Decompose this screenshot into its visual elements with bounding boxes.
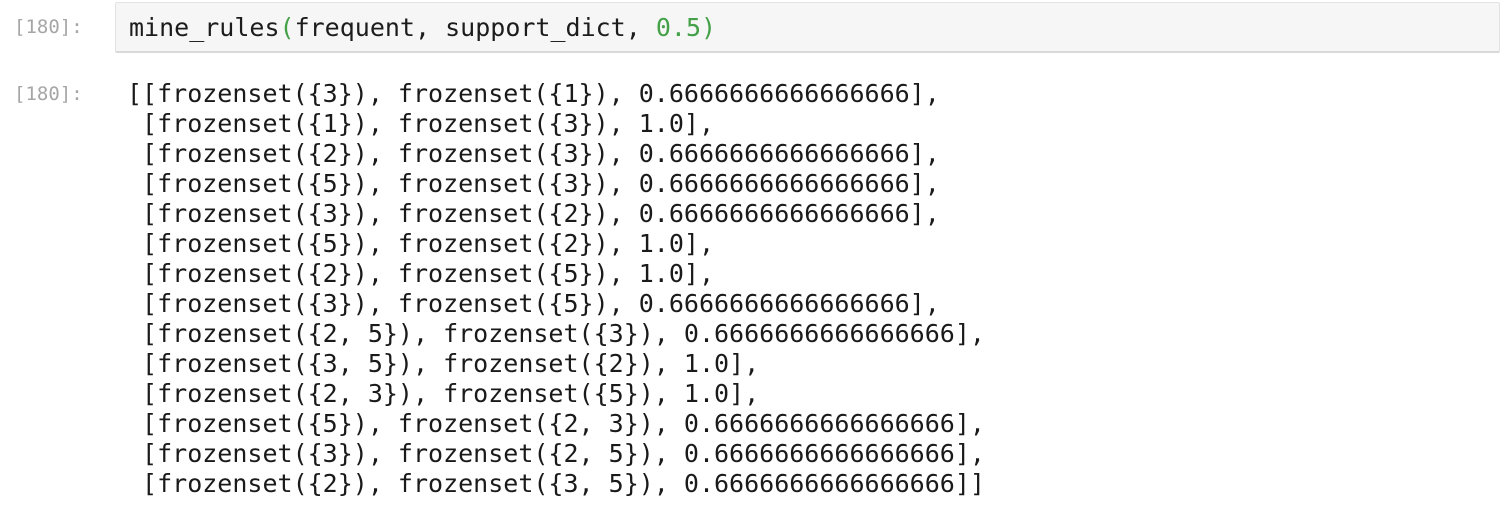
- output-execution-count: [180]:: [14, 83, 83, 105]
- code-token-plain: ,: [415, 13, 446, 42]
- code-token-bracket: ): [701, 13, 717, 42]
- code-token-name: mine_rules: [129, 13, 280, 42]
- code-token-plain: frequent: [294, 13, 415, 42]
- code-editor[interactable]: mine_rules(frequent, support_dict, 0.5): [115, 2, 1500, 53]
- output-text: [[frozenset({3}), frozenset({1}), 0.6666…: [127, 79, 985, 498]
- code-token-plain: support_dict: [445, 13, 626, 42]
- code-line[interactable]: mine_rules(frequent, support_dict, 0.5): [129, 13, 1499, 43]
- code-token-plain: ,: [625, 13, 656, 42]
- notebook-cell-input: [180]: mine_rules(frequent, support_dict…: [0, 2, 1500, 53]
- input-execution-count: [180]:: [14, 16, 83, 38]
- notebook-cell-output: [180]: [[frozenset({3}), frozenset({1}),…: [0, 79, 1500, 499]
- code-token-bracket: (: [279, 13, 295, 42]
- code-token-number: 0.5: [655, 13, 701, 42]
